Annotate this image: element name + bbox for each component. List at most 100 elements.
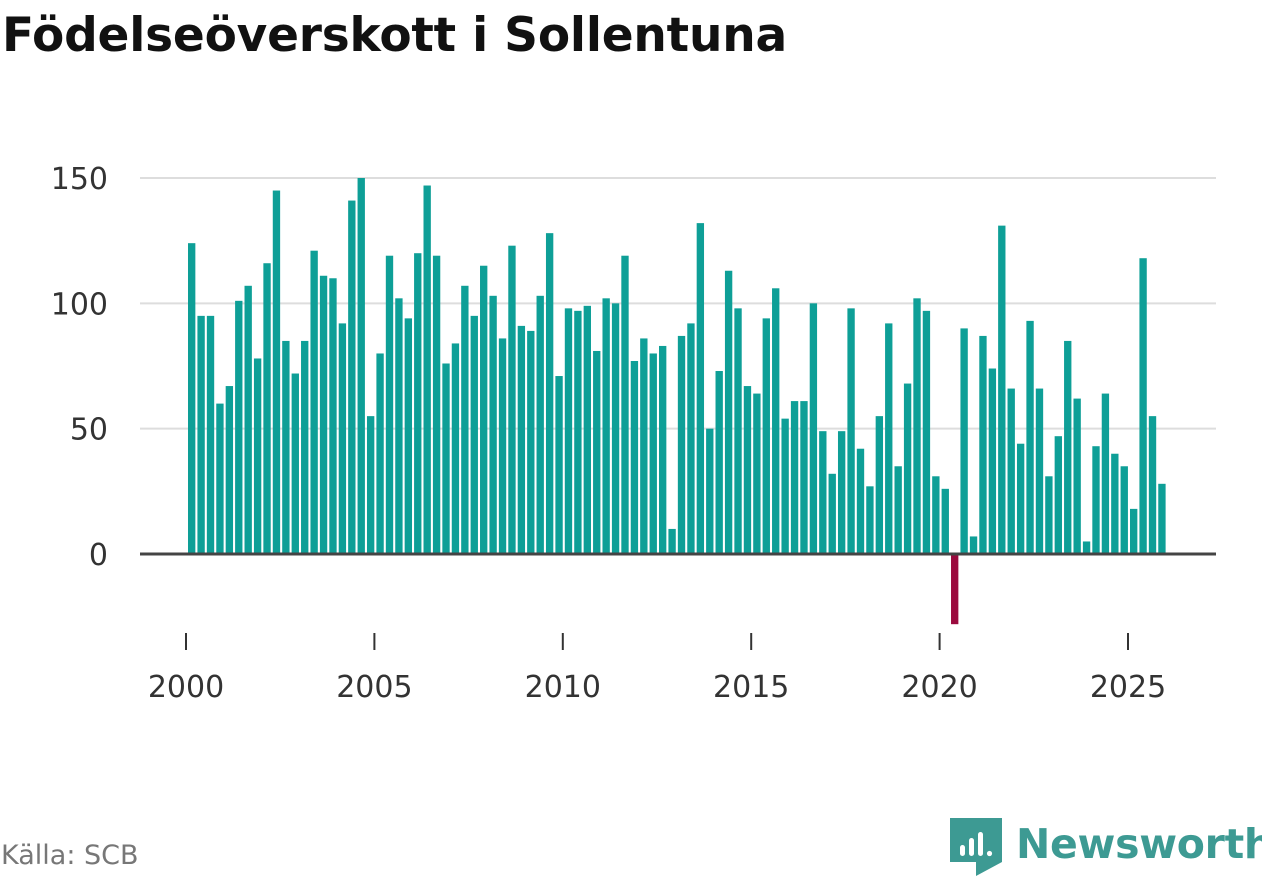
y-tick-label: 0 — [89, 538, 108, 573]
x-tick-label: 2000 — [148, 670, 224, 705]
bar — [1035, 388, 1044, 554]
bar — [668, 528, 676, 554]
bar-chart: 0 50 100 150 2000 2005 2010 2015 2020 2025 — [51, 162, 1216, 705]
bar — [432, 255, 441, 554]
bar — [461, 285, 469, 554]
bar — [1158, 483, 1166, 554]
bar — [574, 310, 582, 554]
bar — [1111, 453, 1119, 554]
bar — [941, 488, 949, 554]
y-tick-label: 50 — [70, 413, 108, 448]
newsworthy-logo[interactable]: Newsworthy — [950, 818, 1262, 878]
bar — [998, 225, 1006, 554]
bar — [932, 476, 940, 554]
bar — [508, 245, 516, 554]
x-tick-label: 2020 — [901, 670, 977, 705]
bar — [979, 335, 987, 554]
x-tick-label: 2015 — [713, 670, 789, 705]
bar — [969, 536, 978, 554]
bar — [216, 403, 224, 554]
bar — [470, 315, 478, 554]
bar — [1016, 443, 1025, 554]
bar — [677, 335, 686, 554]
bar — [640, 338, 648, 554]
bar — [762, 318, 770, 554]
bar — [903, 383, 912, 554]
source-label: Källa: SCB — [1, 840, 139, 871]
bar — [235, 300, 243, 554]
x-tick-label: 2010 — [525, 670, 601, 705]
bar — [1064, 340, 1072, 554]
bar — [951, 554, 959, 625]
bar — [310, 250, 318, 554]
bar — [385, 255, 394, 554]
bar — [960, 328, 968, 554]
bar — [828, 473, 836, 554]
bar — [272, 190, 281, 554]
bar — [659, 345, 667, 554]
y-axis-ticks: 0 50 100 150 — [51, 162, 108, 573]
bar — [366, 416, 375, 554]
bar — [706, 428, 714, 554]
y-tick-label: 150 — [51, 162, 108, 197]
bar — [743, 386, 752, 554]
bar — [913, 298, 921, 554]
bar — [1007, 388, 1015, 554]
bar — [1101, 393, 1110, 554]
bar — [489, 295, 497, 554]
brand-name: Newsworthy — [1016, 820, 1262, 868]
bar — [291, 373, 299, 554]
bar — [197, 315, 205, 554]
bar — [1139, 258, 1147, 554]
bar — [564, 308, 573, 554]
bar — [206, 315, 215, 554]
bar — [451, 343, 460, 554]
bar — [536, 295, 544, 554]
bar — [790, 401, 799, 554]
bar — [1073, 398, 1081, 554]
x-tick-label: 2005 — [336, 670, 412, 705]
bar — [319, 275, 328, 554]
bar — [1045, 476, 1053, 554]
bar — [1130, 508, 1138, 554]
bar — [480, 265, 488, 554]
bar — [545, 233, 554, 554]
y-tick-label: 100 — [51, 287, 108, 322]
bar — [611, 303, 620, 554]
bar — [244, 285, 252, 554]
bar — [414, 253, 422, 554]
bar — [922, 310, 931, 554]
bar — [1082, 541, 1091, 554]
bar — [809, 303, 818, 554]
bar — [649, 353, 657, 554]
bar — [498, 338, 507, 554]
bar — [348, 200, 356, 554]
bar — [253, 358, 262, 554]
bar — [781, 418, 789, 554]
bar — [772, 288, 780, 554]
bar — [527, 330, 535, 554]
bar — [715, 371, 723, 554]
bar — [1148, 416, 1157, 554]
newsworthy-logo-icon — [950, 818, 1002, 876]
bar — [225, 386, 234, 554]
bar — [856, 448, 865, 554]
bar — [338, 323, 347, 554]
bar — [630, 360, 639, 554]
bar — [621, 255, 629, 554]
bar — [1120, 466, 1128, 554]
bar — [442, 363, 450, 554]
bar — [866, 486, 874, 554]
bar — [282, 340, 290, 554]
bar — [819, 431, 827, 554]
bar — [1092, 446, 1100, 554]
bar — [800, 401, 808, 554]
chart-title: Födelseöverskott i Sollentuna — [2, 8, 787, 63]
bar — [837, 431, 846, 554]
bar — [847, 308, 855, 554]
bar — [517, 325, 526, 554]
bar — [404, 318, 413, 554]
bar — [357, 178, 365, 554]
bar — [395, 298, 403, 554]
bar — [875, 416, 884, 554]
